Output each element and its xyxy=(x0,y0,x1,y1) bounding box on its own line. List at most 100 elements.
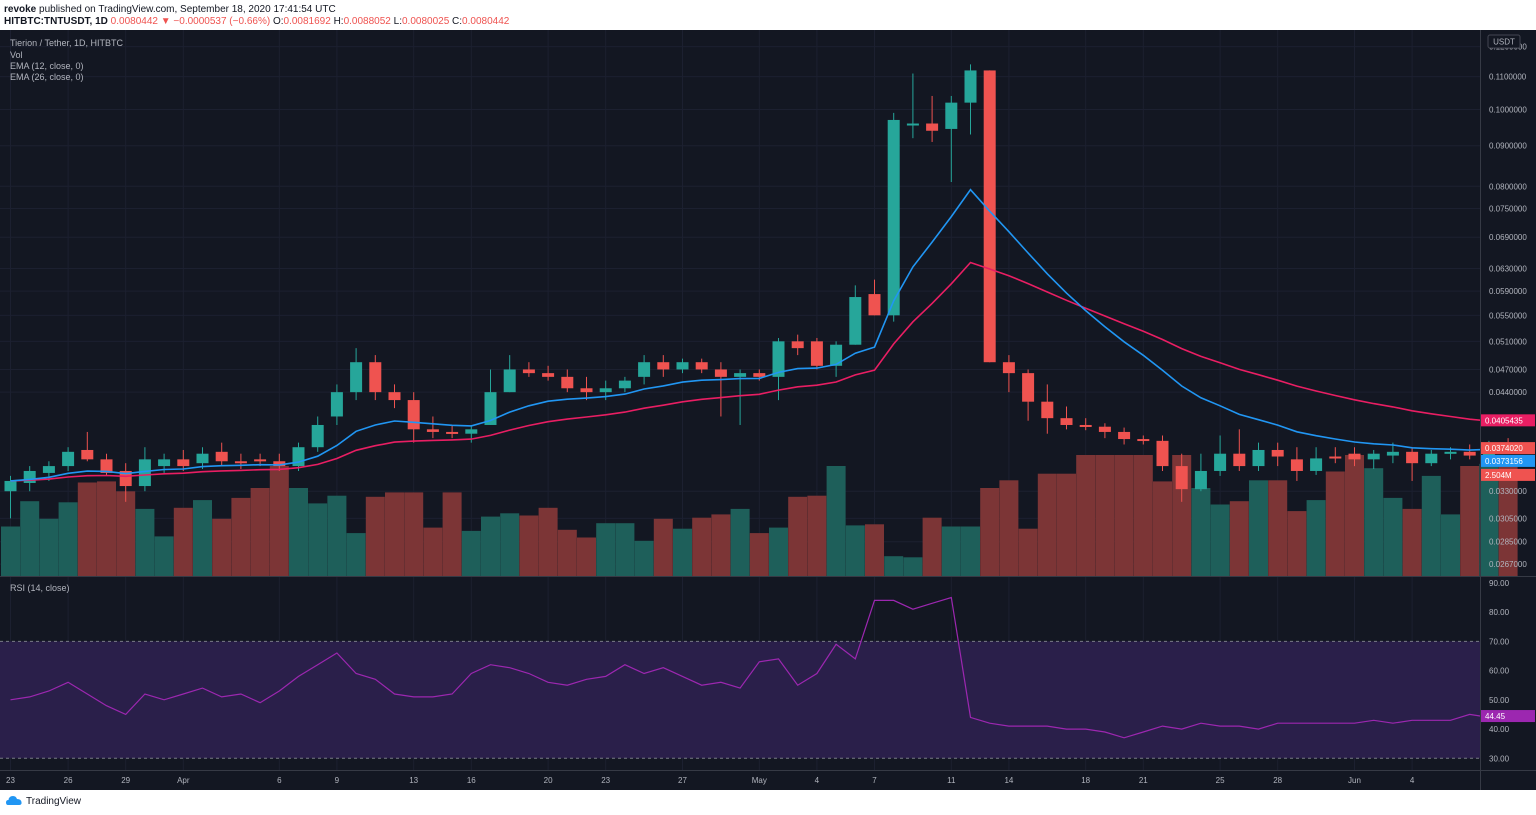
candle-body[interactable] xyxy=(446,431,459,434)
candle-body[interactable] xyxy=(369,362,382,393)
chart-canvas[interactable]: 0.12000000.11000000.10000000.09000000.08… xyxy=(0,30,1536,790)
candle-body[interactable] xyxy=(1060,418,1073,425)
candle-body[interactable] xyxy=(657,362,670,370)
candle-body[interactable] xyxy=(599,388,612,393)
legend-ema12[interactable]: EMA (12, close, 0) xyxy=(10,61,84,71)
time-tick-label: 7 xyxy=(872,776,877,785)
candle-body[interactable] xyxy=(887,119,900,316)
candle-body[interactable] xyxy=(810,341,823,366)
candle-body[interactable] xyxy=(1194,470,1207,490)
publisher-name[interactable]: revoke xyxy=(4,4,37,15)
tradingview-logo[interactable]: TradingView xyxy=(6,795,81,807)
candle-body[interactable] xyxy=(868,294,881,316)
candle-body[interactable] xyxy=(1252,449,1265,467)
candle-body[interactable] xyxy=(1137,439,1150,442)
candle-body[interactable] xyxy=(1214,453,1227,471)
candle-body[interactable] xyxy=(1444,451,1457,454)
candle-body[interactable] xyxy=(407,400,420,430)
candle-body[interactable] xyxy=(196,453,209,464)
candle-body[interactable] xyxy=(81,449,94,460)
candle-body[interactable] xyxy=(791,341,804,349)
rsi-axis[interactable]: 90.00 80.00 70.00 60.00 50.00 40.00 30.00 xyxy=(1489,579,1510,763)
candle-body[interactable] xyxy=(926,123,939,131)
candle-body[interactable] xyxy=(426,429,439,432)
chart-panel[interactable]: 0.12000000.11000000.10000000.09000000.08… xyxy=(0,30,1536,790)
candle-body[interactable] xyxy=(350,362,363,393)
candle-body[interactable] xyxy=(964,70,977,103)
candle-body[interactable] xyxy=(4,480,17,492)
candle-body[interactable] xyxy=(906,123,919,126)
candle-body[interactable] xyxy=(42,466,55,473)
candle-body[interactable] xyxy=(695,362,708,370)
candle-body[interactable] xyxy=(638,362,651,377)
candle-body[interactable] xyxy=(215,451,228,462)
candle-body[interactable] xyxy=(1175,466,1188,490)
candle-body[interactable] xyxy=(273,461,286,467)
candle-body[interactable] xyxy=(983,70,996,363)
candle-body[interactable] xyxy=(1463,451,1476,456)
candle-body[interactable] xyxy=(772,341,785,377)
candle-body[interactable] xyxy=(580,388,593,393)
candle-body[interactable] xyxy=(234,461,247,464)
candle-body[interactable] xyxy=(1233,453,1246,467)
candle-body[interactable] xyxy=(753,373,766,377)
candle-body[interactable] xyxy=(138,459,151,487)
price-axis[interactable]: 0.12000000.11000000.10000000.09000000.08… xyxy=(1489,43,1527,569)
volume-bar xyxy=(58,502,78,576)
ema26-value-tag: 0.0405435 xyxy=(1485,416,1523,425)
candle-body[interactable] xyxy=(100,459,113,473)
candle-body[interactable] xyxy=(522,369,535,374)
candle-body[interactable] xyxy=(1425,453,1438,464)
legend-title[interactable]: Tierion / Tether, 1D, HITBTC xyxy=(10,38,124,48)
rsi-value-tag-bg xyxy=(1481,710,1535,723)
candle-body[interactable] xyxy=(542,373,555,377)
currency-tag[interactable]: USDT xyxy=(1487,34,1521,49)
candle-body[interactable] xyxy=(1329,456,1342,459)
volume-bar xyxy=(20,501,40,576)
candle-body[interactable] xyxy=(714,369,727,377)
legend-vol[interactable]: Vol xyxy=(10,50,23,60)
candle-body[interactable] xyxy=(1002,362,1015,374)
candle-body[interactable] xyxy=(503,369,516,393)
candle-body[interactable] xyxy=(1079,424,1092,427)
candle-body[interactable] xyxy=(830,344,843,366)
candle-body[interactable] xyxy=(465,429,478,434)
candle-body[interactable] xyxy=(62,451,75,467)
candle-body[interactable] xyxy=(945,102,958,129)
candle-body[interactable] xyxy=(484,392,497,425)
volume-bar xyxy=(365,496,385,576)
candle-body[interactable] xyxy=(618,380,631,389)
candle-body[interactable] xyxy=(177,459,190,467)
candle-body[interactable] xyxy=(1098,426,1111,432)
candle-body[interactable] xyxy=(1156,440,1169,467)
candle-body[interactable] xyxy=(1041,401,1054,419)
candle-body[interactable] xyxy=(388,392,401,401)
candle-body[interactable] xyxy=(1386,451,1399,456)
candle-body[interactable] xyxy=(561,376,574,389)
candle-body[interactable] xyxy=(1310,458,1323,471)
candles[interactable] xyxy=(4,64,1515,519)
candle-body[interactable] xyxy=(23,470,36,483)
candle-body[interactable] xyxy=(1118,431,1131,440)
candle-body[interactable] xyxy=(330,392,343,417)
candle-body[interactable] xyxy=(1022,373,1035,402)
candle-body[interactable] xyxy=(1290,459,1303,471)
candle-body[interactable] xyxy=(254,459,267,462)
candle-body[interactable] xyxy=(1406,451,1419,464)
candle-body[interactable] xyxy=(311,424,324,448)
candle-body[interactable] xyxy=(734,373,747,377)
candle-body[interactable] xyxy=(849,297,862,345)
legend-rsi[interactable]: RSI (14, close) xyxy=(10,583,70,593)
currency-label[interactable]: USDT xyxy=(1493,38,1515,47)
candle-body[interactable] xyxy=(119,470,132,487)
candle-body[interactable] xyxy=(676,362,689,370)
volume-bar xyxy=(711,514,731,576)
time-axis[interactable]: 23 26 29 Apr 6 9 13 16 20 23 27 May 4 7 11 14 18 21 25 28 Ju… xyxy=(6,776,1415,785)
symbol-label: HITBTC:TNTUSDT, 1D xyxy=(4,16,108,27)
candle-body[interactable] xyxy=(1348,453,1361,460)
volume-bar xyxy=(1076,455,1096,576)
candle-body[interactable] xyxy=(1271,449,1284,457)
candle-body[interactable] xyxy=(158,459,171,467)
legend-ema26[interactable]: EMA (26, close, 0) xyxy=(10,72,84,82)
candle-body[interactable] xyxy=(1367,453,1380,460)
